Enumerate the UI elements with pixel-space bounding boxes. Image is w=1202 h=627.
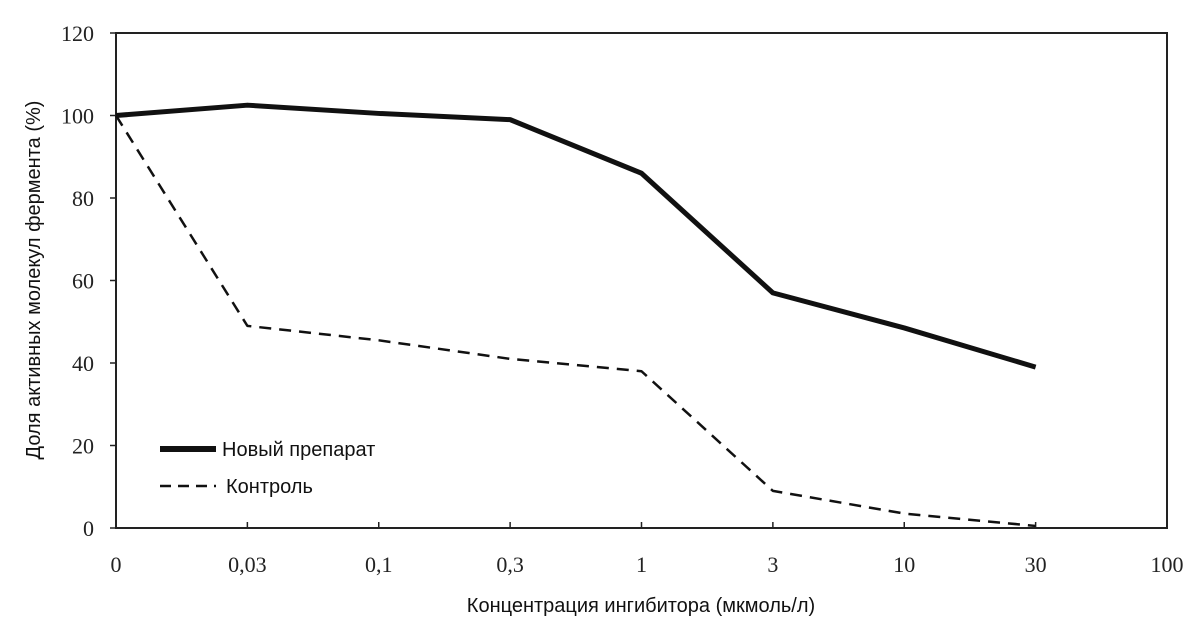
x-tick-label: 30 xyxy=(1025,552,1047,577)
series-line-new-drug xyxy=(115,102,1037,370)
series-line-control xyxy=(114,114,1036,528)
y-tick-label: 100 xyxy=(61,104,94,129)
y-tick-label: 60 xyxy=(72,269,94,294)
x-tick-label: 0 xyxy=(111,552,122,577)
x-tick-label: 0,03 xyxy=(228,552,267,577)
y-tick-label: 120 xyxy=(61,21,94,46)
legend-label-control: Контроль xyxy=(226,476,313,498)
x-tick-label: 0,3 xyxy=(496,552,524,577)
x-axis-label: Концентрация ингибитора (мкмоль/л) xyxy=(467,595,815,617)
x-tick-label: 0,1 xyxy=(365,552,393,577)
x-tick-label: 3 xyxy=(767,552,778,577)
y-tick-label: 20 xyxy=(72,434,94,459)
y-tick-label: 40 xyxy=(72,351,94,376)
x-tick-label: 1 xyxy=(636,552,647,577)
y-tick-label: 80 xyxy=(72,186,94,211)
legend-label-new-drug: Новый препарат xyxy=(222,439,375,461)
x-tick-label: 100 xyxy=(1151,552,1184,577)
y-axis-label: Доля активных молекул фермента (%) xyxy=(23,101,45,460)
legend: Новый препарат Контроль xyxy=(160,439,375,498)
y-tick-label: 0 xyxy=(83,516,94,541)
x-tick-label: 10 xyxy=(893,552,915,577)
